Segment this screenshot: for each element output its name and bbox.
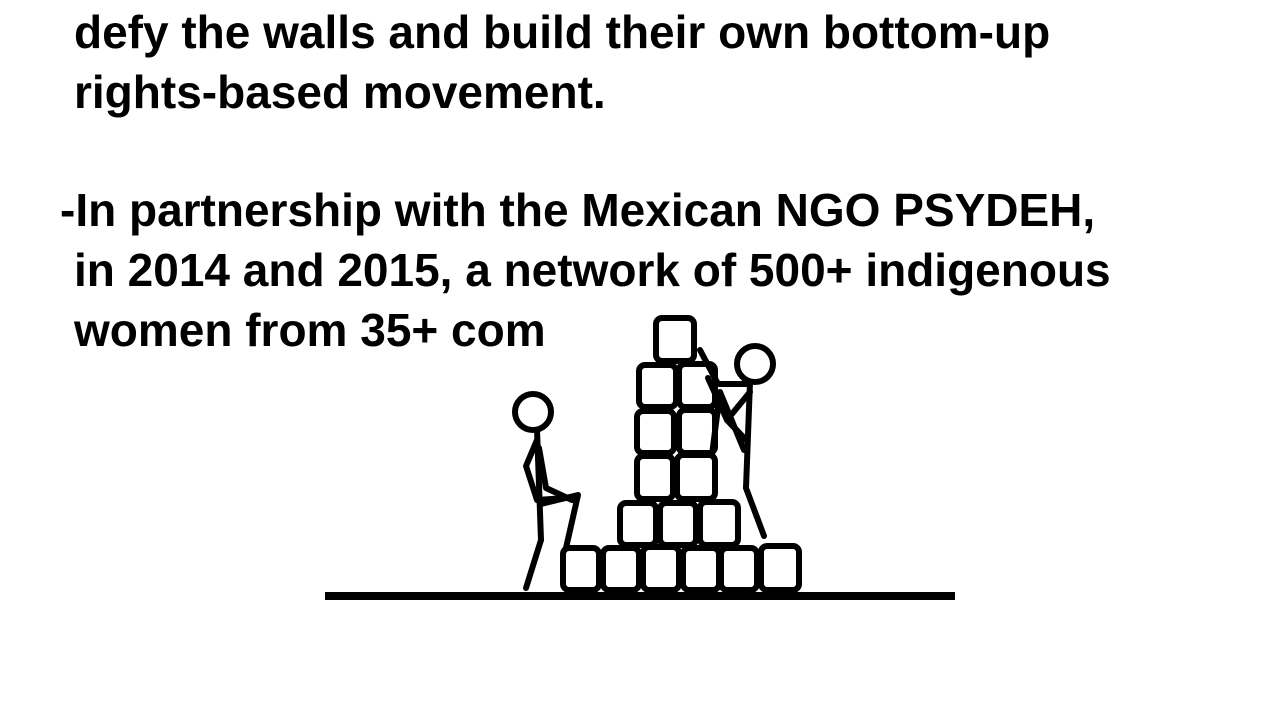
block bbox=[560, 545, 602, 593]
paragraph-2-line-3: women from 35+ com bbox=[74, 304, 546, 356]
paragraph-2-line-1: -In partnership with the Mexican NGO PSY… bbox=[60, 184, 1096, 236]
block bbox=[640, 544, 682, 593]
right-figure-head bbox=[734, 343, 776, 385]
block bbox=[653, 315, 697, 364]
right-figure-body bbox=[743, 379, 753, 491]
block bbox=[758, 543, 802, 593]
block bbox=[600, 545, 642, 593]
left-figure-leg bbox=[523, 537, 544, 591]
block bbox=[676, 407, 718, 456]
block bbox=[718, 545, 760, 593]
block-stack bbox=[560, 315, 802, 593]
right-figure-leg bbox=[743, 485, 767, 539]
block bbox=[680, 545, 722, 593]
right-figure-leg bbox=[709, 389, 747, 458]
block bbox=[617, 500, 659, 548]
block bbox=[657, 500, 699, 548]
paragraph-1-line-1: defy the walls and build their own botto… bbox=[74, 6, 1051, 58]
left-stick-figure bbox=[512, 391, 581, 591]
right-figure-arm bbox=[697, 347, 753, 387]
block bbox=[676, 361, 718, 410]
block bbox=[674, 452, 718, 502]
right-stick-figure bbox=[697, 343, 776, 539]
block bbox=[697, 499, 741, 548]
left-figure-leg bbox=[538, 492, 581, 551]
paragraph-2-line-2: in 2014 and 2015, a network of 500+ indi… bbox=[74, 244, 1111, 296]
block bbox=[634, 408, 677, 456]
left-figure-head bbox=[512, 391, 554, 433]
block bbox=[634, 453, 676, 502]
left-figure-arm bbox=[536, 445, 575, 503]
paragraph-1-line-2: rights-based movement. bbox=[74, 66, 606, 118]
block bbox=[636, 362, 679, 410]
